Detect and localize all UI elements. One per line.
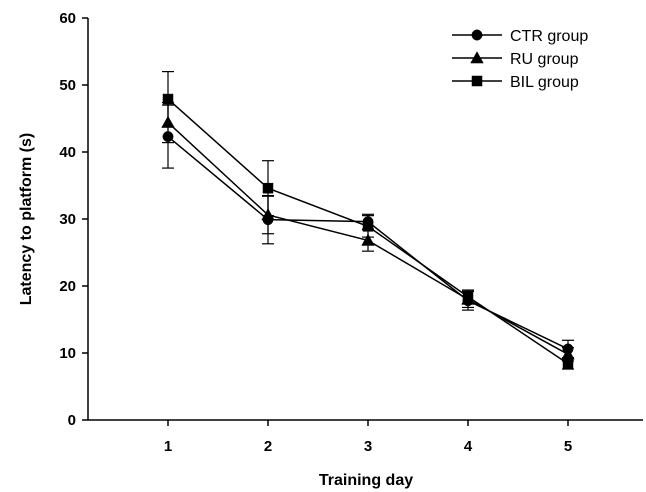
legend-label: BIL group [510,74,579,91]
data-point-square [562,358,574,369]
y-tick-label: 30 [59,211,76,228]
y-ticks: 0 10 20 30 40 50 60 [59,10,88,429]
x-tick-label: 1 [164,438,172,455]
legend-item: BIL group [452,74,579,91]
y-tick-label: 60 [59,10,76,27]
y-tick-label: 10 [59,345,76,362]
y-tick-label: 50 [59,77,76,94]
data-point-square [162,93,174,105]
y-tick-label: 40 [59,144,76,161]
x-ticks: 1 2 3 4 5 [164,420,572,455]
y-tick-label: 20 [59,278,76,295]
series-layer [161,70,575,370]
legend: CTR group RU group BIL group [452,28,588,91]
legend-label: RU group [510,51,579,68]
y-axis-title: Latency to platform (s) [18,133,35,305]
legend-marker-square [471,75,483,87]
x-tick-label: 4 [464,438,473,455]
y-tick-label: 0 [68,412,76,429]
legend-item: RU group [452,51,579,68]
x-tick-label: 2 [264,438,272,455]
data-point-square [362,221,374,232]
data-point-triangle [361,233,375,246]
x-axis-title: Training day [319,472,413,489]
legend-marker-circle [471,29,483,41]
data-point-square [462,291,474,302]
data-point-square [262,182,274,194]
series-square [162,70,574,370]
legend-label: CTR group [510,28,588,45]
legend-marker-triangle [470,51,484,64]
legend-item: CTR group [452,28,588,45]
x-tick-label: 5 [564,438,572,455]
x-tick-label: 3 [364,438,372,455]
